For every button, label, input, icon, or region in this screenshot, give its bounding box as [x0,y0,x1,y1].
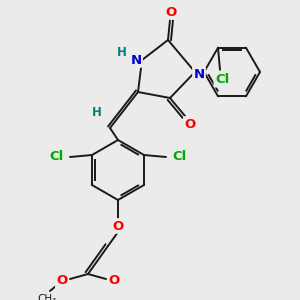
Text: Cl: Cl [173,151,187,164]
Text: H: H [92,106,102,118]
Text: O: O [165,5,177,19]
Text: N: N [130,53,142,67]
Text: O: O [112,220,124,232]
Text: O: O [108,274,120,287]
Text: N: N [194,68,205,80]
Text: O: O [184,118,196,130]
Text: Cl: Cl [49,151,63,164]
Text: O: O [56,274,68,287]
Text: Cl: Cl [215,73,229,86]
Text: CH₃: CH₃ [38,294,57,300]
Text: H: H [117,46,127,59]
